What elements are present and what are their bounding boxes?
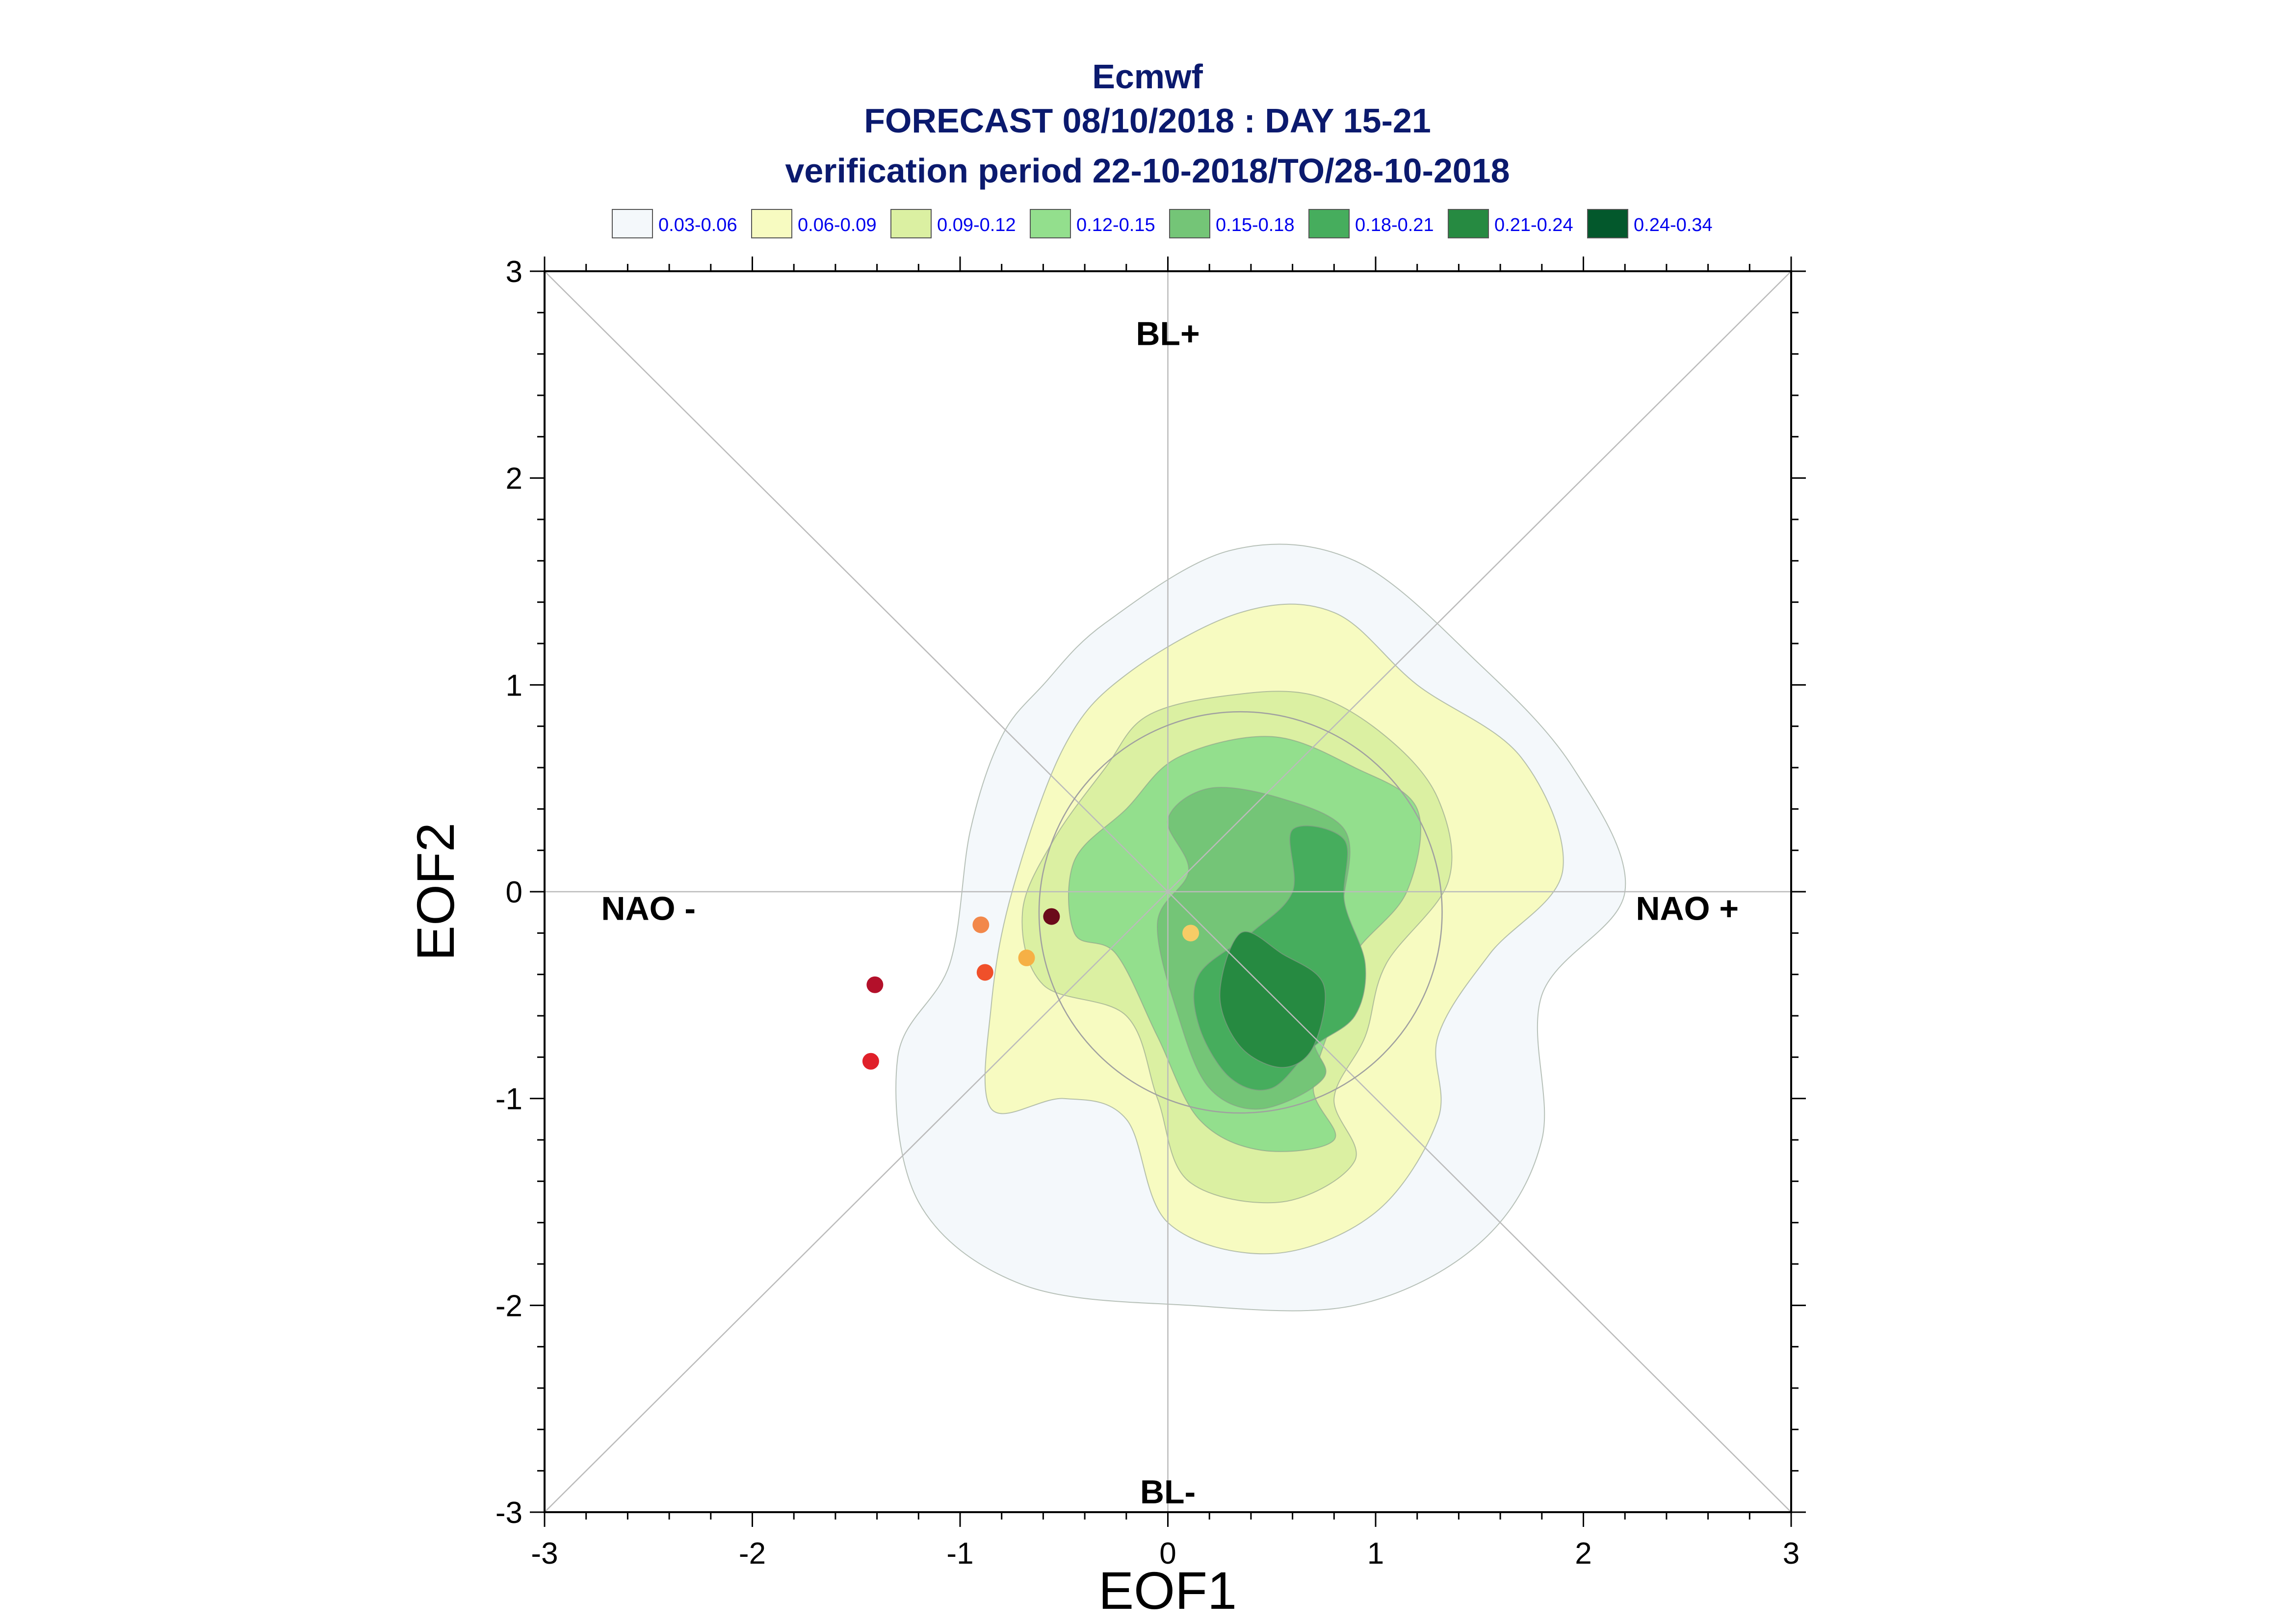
- regime-label-0: BL+: [1136, 315, 1200, 353]
- title-line-3: verification period 22-10-2018/TO/28-10-…: [785, 152, 1510, 190]
- legend-label-6: 0.21-0.24: [1494, 215, 1573, 235]
- legend-label-0: 0.03-0.06: [658, 215, 737, 235]
- y-axis-title: EOF2: [406, 823, 465, 961]
- regime-label-1: BL-: [1140, 1473, 1196, 1511]
- legend-swatch-1: [751, 209, 792, 238]
- y-tick-label-2: 1: [506, 669, 522, 702]
- y-tick-label-0: 3: [506, 255, 522, 289]
- legend-swatch-3: [1030, 209, 1071, 238]
- legend: 0.03-0.06 0.06-0.09 0.09-0.12 0.12-0.15 0.15…: [612, 209, 1713, 238]
- forecast-point-1: [972, 916, 990, 933]
- x-axis-title: EOF1: [1098, 1561, 1237, 1620]
- title-line-1: Ecmwf: [1092, 57, 1203, 96]
- legend-swatch-0: [612, 209, 653, 238]
- legend-swatch-4: [1169, 209, 1210, 238]
- y-tick-label-6: -3: [496, 1496, 522, 1530]
- forecast-point-2: [976, 964, 993, 981]
- forecast-point-4: [1182, 925, 1200, 942]
- legend-swatch-2: [890, 209, 932, 238]
- x-tick-label-1: -2: [739, 1537, 766, 1571]
- legend-swatch-5: [1308, 209, 1350, 238]
- regime-label-2: NAO -: [601, 890, 696, 928]
- legend-label-5: 0.18-0.21: [1355, 215, 1434, 235]
- y-tick-label-1: 2: [506, 462, 522, 496]
- density-contours: [895, 543, 1626, 1312]
- legend-swatch-6: [1448, 209, 1489, 238]
- reference-circle: [1038, 711, 1443, 1114]
- plot-area: BL+ BL- NAO - NAO +: [544, 270, 1792, 1513]
- x-tick-label-5: 2: [1575, 1537, 1591, 1571]
- y-tick-label-5: -2: [496, 1289, 522, 1323]
- x-tick-label-6: 3: [1783, 1537, 1799, 1571]
- y-tick-label-3: 0: [506, 876, 522, 909]
- forecast-point-6: [862, 1053, 879, 1070]
- forecast-points: [862, 908, 1200, 1070]
- legend-swatch-7: [1587, 209, 1628, 238]
- axes: -3 -2 -1 0 1 2 3 3 2 1 0 -1 -2 -3: [496, 255, 1806, 1571]
- regime-labels: BL+ BL- NAO - NAO +: [601, 315, 1739, 1511]
- legend-label-2: 0.09-0.12: [937, 215, 1016, 235]
- x-tick-label-2: -1: [946, 1537, 973, 1571]
- forecast-point-5: [866, 976, 884, 993]
- y-tick-label-4: -1: [496, 1083, 522, 1116]
- legend-label-7: 0.24-0.34: [1634, 215, 1713, 235]
- x-tick-label-0: -3: [531, 1537, 558, 1571]
- legend-label-4: 0.15-0.18: [1216, 215, 1295, 235]
- regime-label-3: NAO +: [1636, 890, 1739, 928]
- forecast-point-0: [1043, 908, 1060, 925]
- legend-label-3: 0.12-0.15: [1076, 215, 1155, 235]
- legend-label-1: 0.06-0.09: [798, 215, 877, 235]
- forecast-point-3: [1018, 949, 1035, 966]
- chart-title: Ecmwf FORECAST 08/10/2018 : DAY 15-21 ve…: [785, 57, 1510, 190]
- guide-lines: [544, 271, 1792, 1513]
- x-tick-label-3: 0: [1159, 1537, 1176, 1571]
- contour-6: [1219, 931, 1326, 1068]
- title-line-2: FORECAST 08/10/2018 : DAY 15-21: [864, 102, 1431, 140]
- x-tick-label-4: 1: [1367, 1537, 1384, 1571]
